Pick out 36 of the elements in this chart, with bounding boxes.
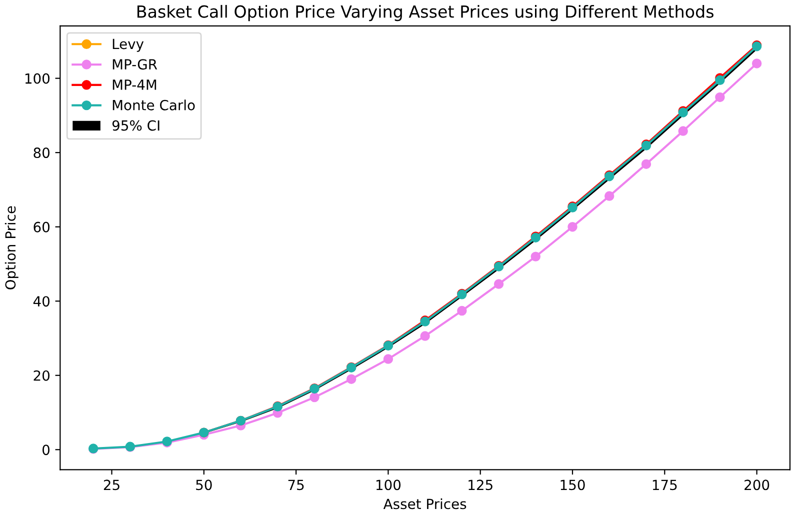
x-tick-label: 150 — [560, 480, 585, 490]
x-tick-label: 125 — [468, 480, 492, 490]
y-tick-label: 60 — [34, 222, 50, 232]
chart-title: Basket Call Option Price Varying Asset Prices using Different Methods — [137, 4, 714, 22]
x-tick-label: 200 — [744, 480, 770, 490]
legend-label: MP-4M — [112, 80, 156, 90]
y-tick-label: 20 — [34, 370, 50, 381]
y-tick-label: 80 — [34, 148, 50, 158]
point — [530, 252, 540, 262]
x-axis-title: Asset Prices — [383, 498, 466, 510]
point — [346, 374, 356, 384]
point — [457, 306, 467, 316]
x-tick-label: 175 — [652, 480, 677, 490]
y-axis-title: Option Price — [4, 206, 18, 290]
point — [310, 392, 320, 402]
x-tick-label: 100 — [376, 480, 401, 490]
y-tick-label: 100 — [25, 73, 50, 84]
point — [604, 191, 614, 201]
point — [383, 354, 394, 364]
x-tick-label: 25 — [104, 480, 120, 490]
legend-label: Levy — [112, 38, 144, 52]
point — [752, 58, 762, 68]
point — [420, 331, 430, 341]
legend-label: MP-GR — [112, 59, 158, 70]
point — [641, 159, 652, 169]
point — [715, 92, 725, 102]
point — [678, 126, 688, 136]
point — [494, 279, 504, 289]
y-tick-label: 40 — [33, 296, 50, 307]
x-tick-label: 50 — [196, 480, 212, 490]
legend-label: 95% CI — [112, 120, 160, 131]
point — [568, 222, 578, 232]
point — [715, 75, 725, 86]
x-tick-label: 75 — [288, 480, 304, 490]
y-tick-label: 0 — [42, 444, 50, 456]
legend-label: Monte Carlo — [112, 100, 195, 110]
